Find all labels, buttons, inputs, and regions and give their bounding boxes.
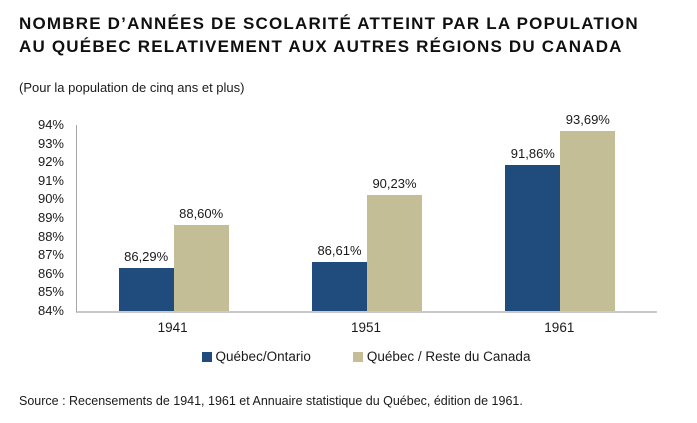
bar	[505, 165, 561, 311]
y-tick-label: 86%	[37, 265, 64, 281]
y-tick-label: 92%	[37, 154, 64, 170]
bar-wrap: 91,86%	[505, 146, 561, 311]
bar	[560, 131, 616, 311]
y-tick-label: 87%	[37, 247, 64, 263]
bar-value-label: 86,29%	[124, 249, 169, 264]
category-label: 1961	[544, 320, 575, 335]
bar	[173, 225, 229, 311]
page-title-line2: AU QUÉBEC RELATIVEMENT AUX AUTRES RÉGION…	[19, 37, 623, 56]
legend-item: Québec/Ontario	[201, 349, 311, 364]
y-tick-label: 88%	[37, 228, 64, 244]
plot-area: 86,29% 88,60% 86,61% 90,23% 91,86% 93,69%	[76, 112, 657, 313]
y-tick-label: 93%	[37, 135, 64, 151]
chart-legend: Québec/Ontario Québec / Reste du Canada	[76, 349, 656, 364]
bar	[366, 195, 422, 311]
y-tick-label: 91%	[37, 172, 64, 188]
bar	[311, 262, 367, 311]
x-axis-category-labels: 1941 1951 1961	[76, 320, 656, 335]
y-tick-label: 94%	[37, 117, 64, 132]
bar-wrap: 90,23%	[366, 176, 422, 311]
legend-label: Québec/Ontario	[215, 349, 311, 364]
bar-wrap: 88,60%	[173, 206, 229, 311]
bar-value-label: 90,23%	[372, 176, 417, 191]
source-note: Source : Recensements de 1941, 1961 et A…	[19, 394, 523, 408]
y-tick-label: 89%	[37, 210, 64, 225]
bar-wrap: 86,29%	[118, 249, 174, 311]
legend-swatch-icon	[201, 351, 212, 362]
category-label: 1951	[350, 320, 382, 335]
bar	[118, 268, 174, 311]
bar-wrap: 86,61%	[311, 243, 367, 311]
bar-value-label: 93,69%	[565, 112, 610, 127]
bar-group-1961: 91,86% 93,69%	[464, 112, 657, 311]
bar-wrap: 93,69%	[560, 112, 616, 311]
page-subtitle: (Pour la population de cinq ans et plus)	[19, 80, 245, 95]
category-label: 1941	[157, 320, 188, 335]
bar-group-1951: 86,61% 90,23%	[270, 176, 463, 311]
page-title: NOMBRE D’ANNÉES DE SCOLARITÉ ATTEINT PAR…	[19, 12, 689, 58]
legend-item: Québec / Reste du Canada	[352, 349, 531, 364]
y-tick-label: 84%	[37, 303, 64, 318]
y-tick-label: 85%	[37, 284, 64, 300]
bar-value-label: 91,86%	[510, 146, 555, 161]
bar-value-label: 86,61%	[317, 243, 362, 258]
legend-swatch-icon	[352, 351, 363, 362]
legend-label: Québec / Reste du Canada	[366, 349, 531, 364]
page-title-line1: NOMBRE D’ANNÉES DE SCOLARITÉ ATTEINT PAR…	[19, 14, 639, 33]
bar-group-1941: 86,29% 88,60%	[77, 206, 270, 311]
bar-value-label: 88,60%	[179, 206, 224, 221]
y-axis-ticks: 84% 85% 86% 87% 88% 89% 90% 91% 92% 93% 94%	[0, 118, 64, 318]
y-tick-label: 90%	[37, 191, 64, 207]
